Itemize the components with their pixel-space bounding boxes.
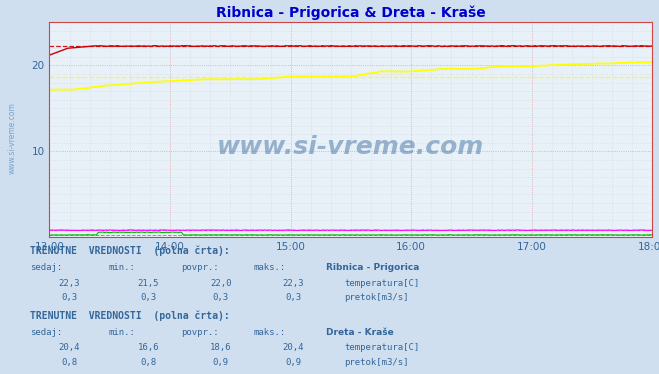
Text: 21,5: 21,5 — [138, 279, 159, 288]
Text: 0,8: 0,8 — [140, 358, 156, 367]
Text: 0,3: 0,3 — [213, 293, 229, 302]
Text: min.:: min.: — [109, 328, 136, 337]
Text: 0,8: 0,8 — [61, 358, 77, 367]
Text: 0,3: 0,3 — [140, 293, 156, 302]
Text: 22,0: 22,0 — [210, 279, 231, 288]
Text: temperatura[C]: temperatura[C] — [344, 343, 419, 352]
Text: 0,9: 0,9 — [213, 358, 229, 367]
Text: 20,4: 20,4 — [283, 343, 304, 352]
Text: sedaj:: sedaj: — [30, 328, 62, 337]
Text: 0,3: 0,3 — [61, 293, 77, 302]
Text: maks.:: maks.: — [254, 328, 286, 337]
Text: 22,3: 22,3 — [59, 279, 80, 288]
Text: pretok[m3/s]: pretok[m3/s] — [344, 293, 409, 302]
Text: 0,9: 0,9 — [285, 358, 301, 367]
Text: povpr.:: povpr.: — [181, 328, 219, 337]
Text: www.si-vreme.com: www.si-vreme.com — [8, 102, 17, 174]
Text: 16,6: 16,6 — [138, 343, 159, 352]
Text: 0,3: 0,3 — [285, 293, 301, 302]
Text: TRENUTNE  VREDNOSTI  (polna črta):: TRENUTNE VREDNOSTI (polna črta): — [30, 311, 229, 321]
Text: www.si-vreme.com: www.si-vreme.com — [217, 135, 484, 159]
Text: TRENUTNE  VREDNOSTI  (polna črta):: TRENUTNE VREDNOSTI (polna črta): — [30, 245, 229, 256]
Text: Ribnica - Prigorica: Ribnica - Prigorica — [326, 263, 420, 272]
Text: min.:: min.: — [109, 263, 136, 272]
Text: povpr.:: povpr.: — [181, 263, 219, 272]
Text: Dreta - Kraše: Dreta - Kraše — [326, 328, 394, 337]
Text: 22,3: 22,3 — [283, 279, 304, 288]
Title: Ribnica - Prigorica & Dreta - Kraše: Ribnica - Prigorica & Dreta - Kraše — [216, 5, 486, 20]
Text: 18,6: 18,6 — [210, 343, 231, 352]
Text: 20,4: 20,4 — [59, 343, 80, 352]
Text: pretok[m3/s]: pretok[m3/s] — [344, 358, 409, 367]
Text: temperatura[C]: temperatura[C] — [344, 279, 419, 288]
Text: maks.:: maks.: — [254, 263, 286, 272]
Text: sedaj:: sedaj: — [30, 263, 62, 272]
